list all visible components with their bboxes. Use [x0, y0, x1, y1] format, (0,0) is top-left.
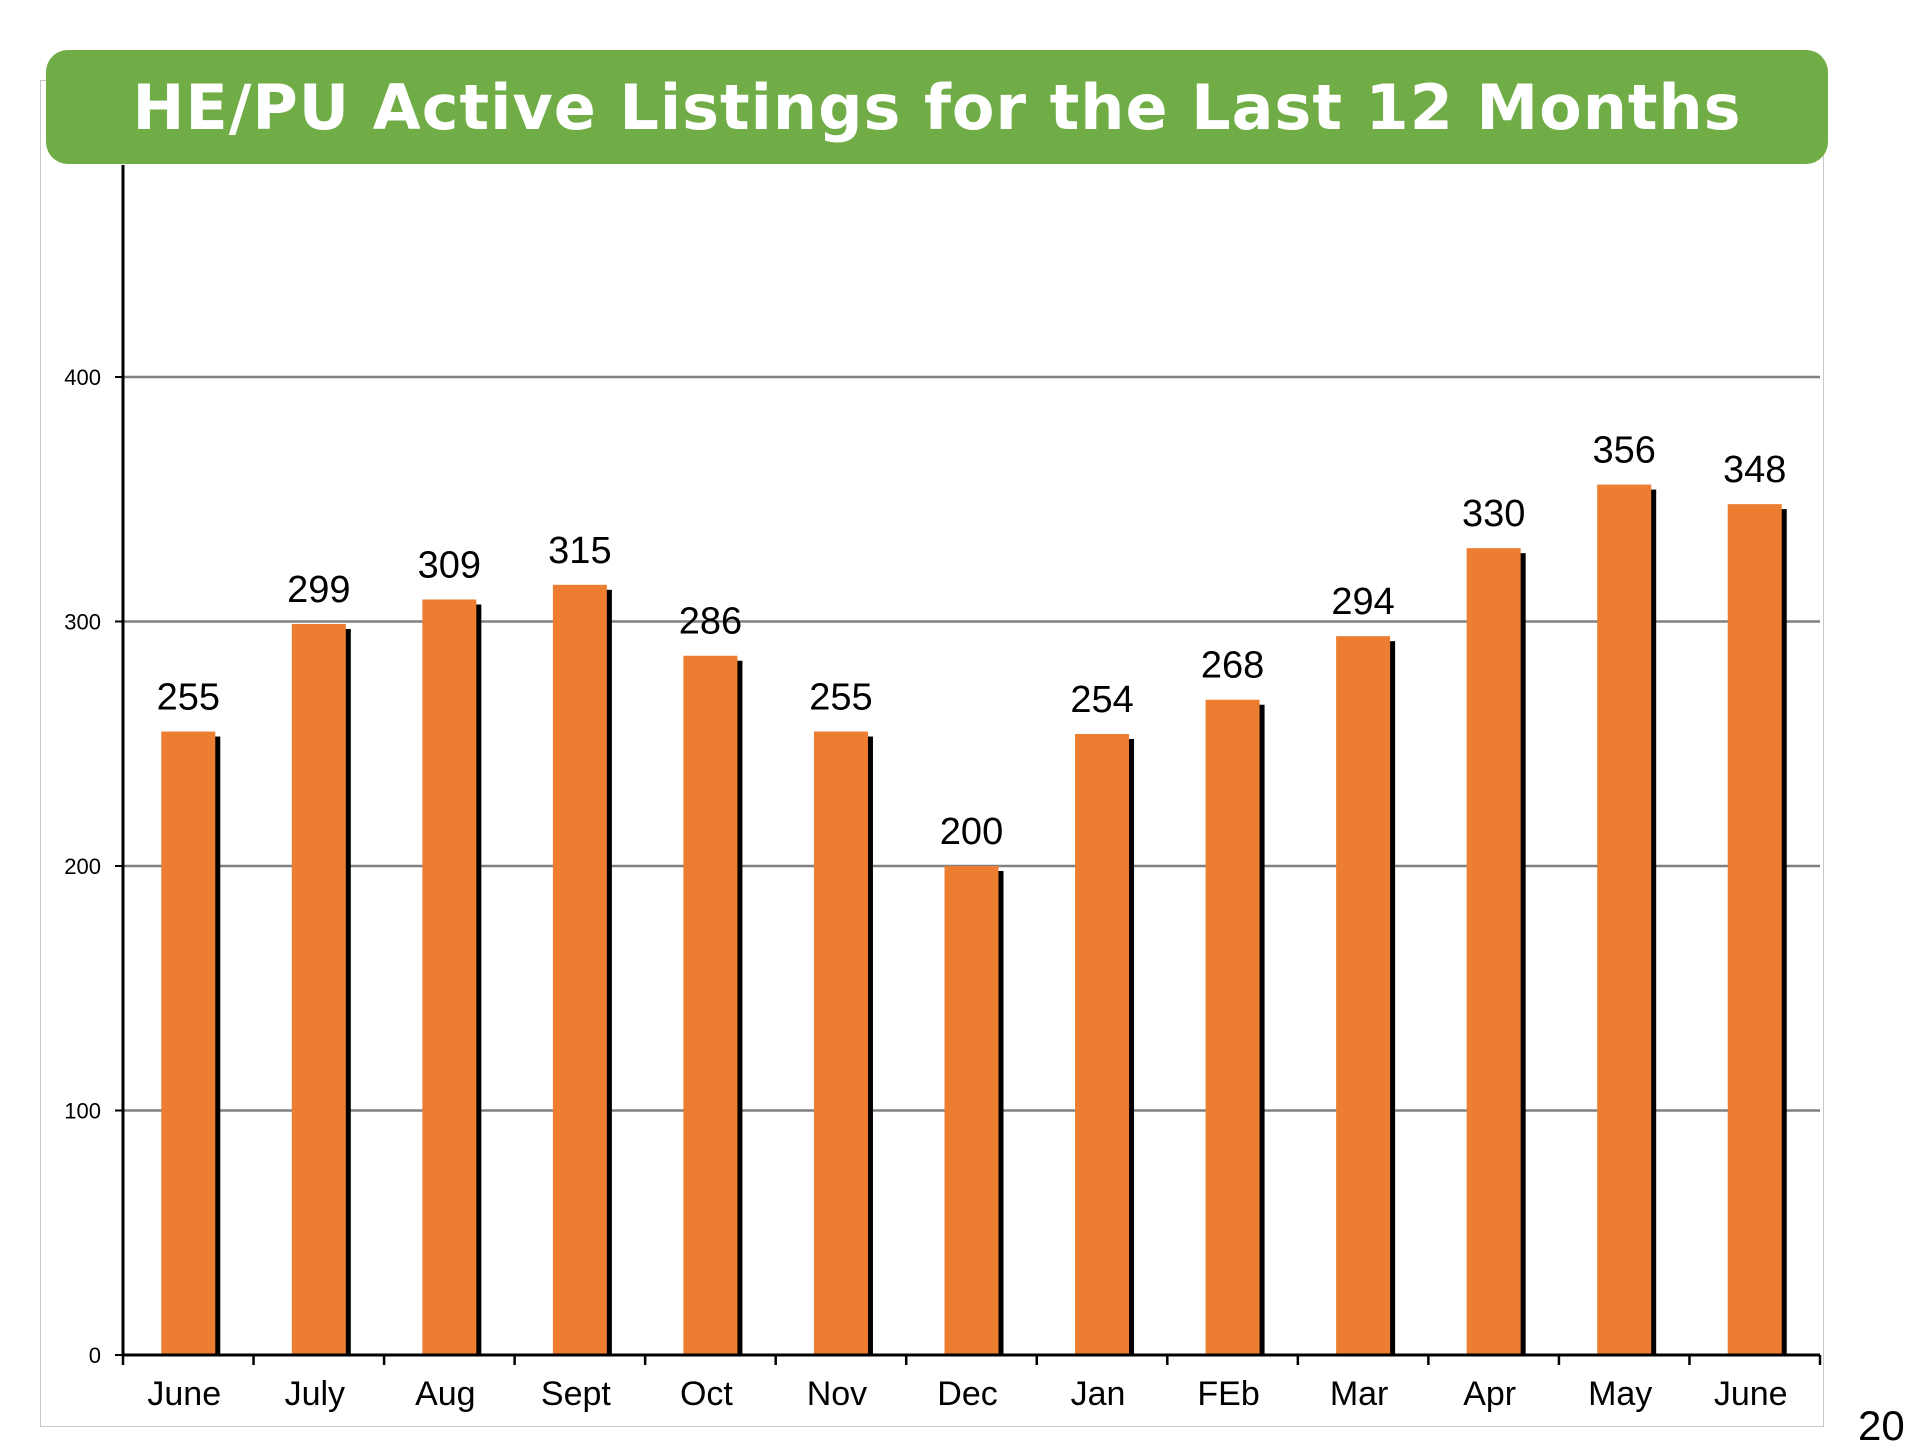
y-tick-label: 100 — [64, 1099, 101, 1124]
page-number: 20 — [1858, 1402, 1905, 1449]
bar — [552, 584, 607, 1355]
data-label: 356 — [1592, 430, 1655, 472]
bar — [1205, 699, 1260, 1355]
x-tick-label: June — [1714, 1375, 1788, 1413]
bar — [161, 731, 216, 1355]
bar — [944, 866, 999, 1355]
bar — [1466, 548, 1521, 1355]
axes — [121, 165, 1820, 1357]
bar — [813, 731, 868, 1355]
y-tick-label: 300 — [64, 610, 101, 635]
data-label: 299 — [287, 569, 350, 611]
x-tick-label: May — [1588, 1375, 1652, 1413]
bar — [1727, 504, 1782, 1355]
data-label: 254 — [1070, 679, 1133, 721]
y-tick-label: 200 — [64, 854, 101, 879]
bar — [291, 623, 346, 1355]
bars: 255 299 309 315 286 255 200 254 268 294 330 356 348 — [157, 430, 1787, 1356]
x-tick-label: Nov — [807, 1375, 867, 1413]
data-label: 348 — [1723, 449, 1786, 491]
bar — [422, 599, 477, 1355]
chart-title: HE/PU Active Listings for the Last 12 Mo… — [132, 70, 1742, 144]
x-tick-label: Jan — [1071, 1375, 1126, 1413]
x-tick-label: Sept — [541, 1375, 611, 1413]
bar — [1336, 636, 1391, 1355]
x-tick-label: Dec — [937, 1375, 997, 1413]
x-tick-label: July — [285, 1375, 345, 1413]
x-tick-label: Aug — [415, 1375, 476, 1413]
data-label: 315 — [548, 530, 611, 572]
data-label: 309 — [418, 544, 481, 586]
data-label: 200 — [940, 811, 1003, 853]
bar — [1075, 733, 1130, 1355]
y-axis-ticks: 0 100 200 300 400 — [64, 365, 123, 1368]
bar — [1597, 484, 1652, 1356]
y-tick-label: 0 — [89, 1343, 101, 1368]
x-tick-label: Apr — [1463, 1375, 1516, 1413]
title-banner: HE/PU Active Listings for the Last 12 Mo… — [46, 50, 1828, 164]
data-label: 330 — [1462, 493, 1525, 535]
x-tick-label: June — [147, 1375, 221, 1413]
data-label: 255 — [809, 677, 872, 719]
data-label: 255 — [157, 677, 220, 719]
y-tick-label: 400 — [64, 365, 101, 390]
data-label: 294 — [1331, 581, 1394, 623]
x-axis-ticks: June July Aug Sept Oct Nov Dec Jan FEb Mar Apr May J… — [121, 1355, 1822, 1413]
data-label: 268 — [1201, 645, 1264, 687]
bar — [683, 655, 738, 1355]
x-tick-label: Mar — [1330, 1375, 1389, 1413]
data-label: 286 — [679, 601, 742, 643]
x-tick-label: FEb — [1197, 1375, 1259, 1413]
x-tick-label: Oct — [680, 1375, 733, 1413]
